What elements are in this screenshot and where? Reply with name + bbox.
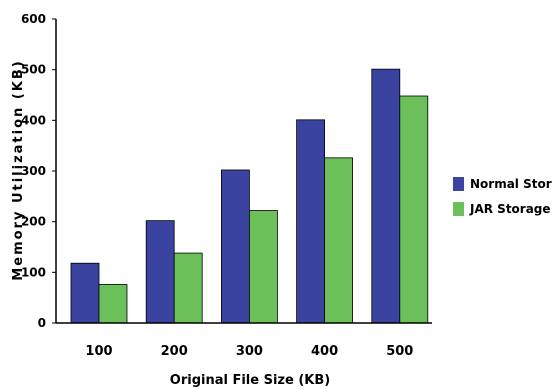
x-tick-label: 400 (311, 344, 338, 359)
y-tick-label: 300 (21, 164, 46, 178)
bar-normal-storage-200 (145, 220, 175, 324)
x-tick-label: 200 (161, 344, 188, 359)
y-axis-title: Memory Utilization (KB) (11, 59, 26, 280)
y-tick-label: 400 (21, 113, 46, 127)
x-tick-label: 100 (85, 344, 112, 359)
x-tick-label: 500 (386, 344, 413, 359)
x-tick-label: 300 (236, 344, 263, 359)
y-tick-label: 200 (21, 215, 46, 229)
y-axis-ticks: 0 100 200 300 400 500 600 (21, 12, 56, 330)
legend: Normal Storage JAR Storage (453, 177, 552, 216)
bar-jar-storage-400 (324, 157, 354, 324)
x-axis-ticks: 100 200 300 400 500 (85, 344, 413, 359)
bar-jar-storage-200 (173, 252, 203, 324)
y-tick-label: 600 (21, 12, 46, 26)
legend-label: JAR Storage (469, 202, 551, 216)
bar-jar-storage-100 (98, 284, 128, 324)
y-tick-label: 100 (21, 265, 46, 279)
legend-swatch (453, 177, 464, 191)
y-tick-label: 0 (38, 316, 46, 330)
legend-swatch (453, 202, 464, 216)
legend-label: Normal Storage (470, 177, 552, 191)
bar-normal-storage-100 (70, 262, 100, 324)
bar-jar-storage-300 (248, 210, 278, 324)
x-axis-title: Original File Size (KB) (170, 373, 330, 388)
y-tick-label: 500 (21, 63, 46, 77)
bar-jar-storage-500 (399, 95, 429, 324)
bar-normal-storage-300 (220, 169, 250, 324)
bars (70, 68, 429, 324)
bar-normal-storage-500 (371, 68, 401, 324)
bar-normal-storage-400 (296, 119, 326, 324)
